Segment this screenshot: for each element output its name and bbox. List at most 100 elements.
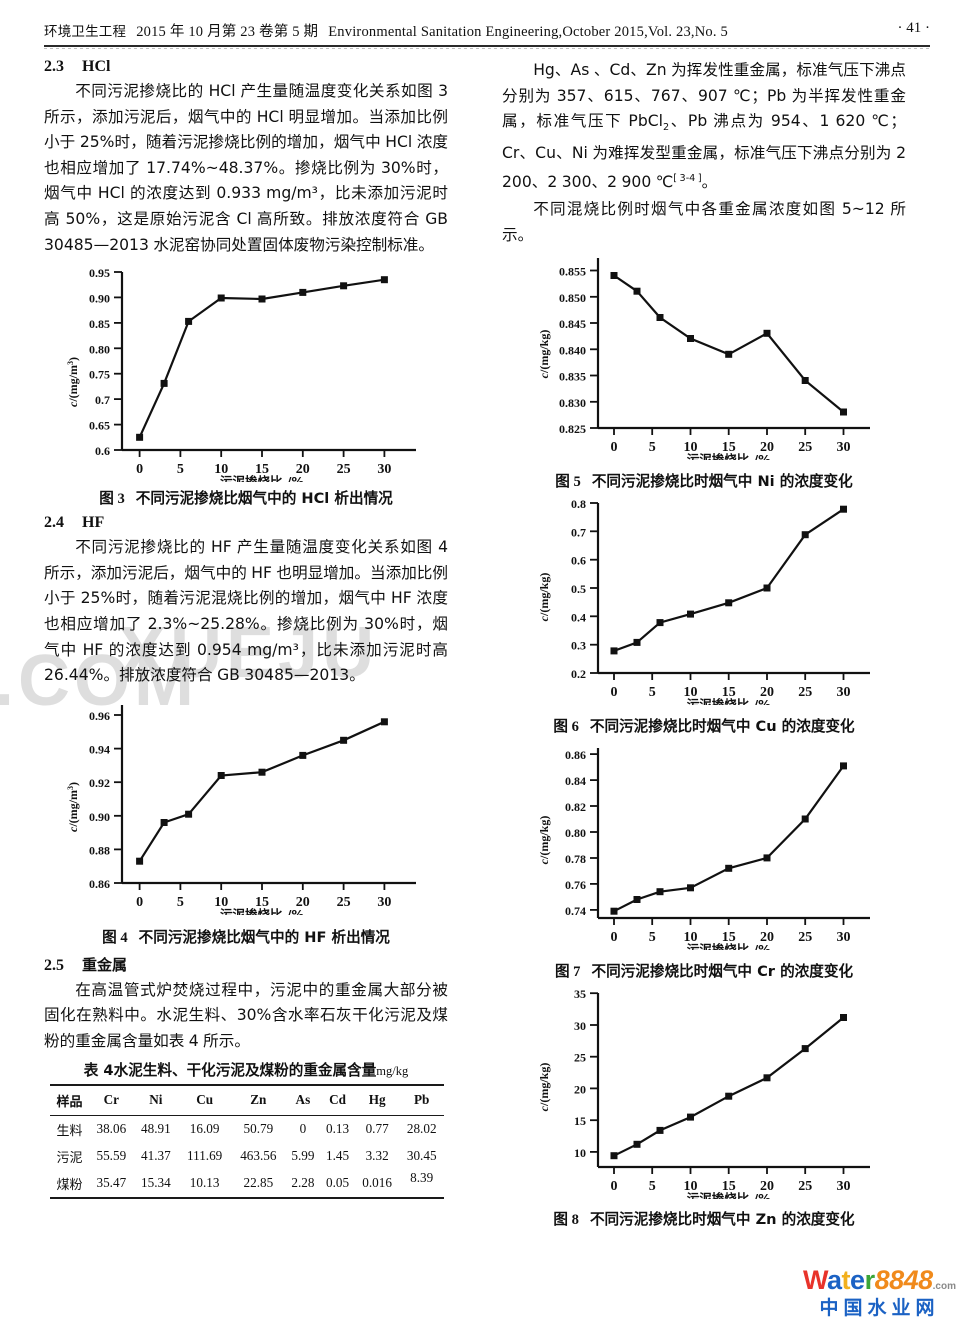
figure-8: 10 15 20 25 30 35 0 5 10 15 20 25 30 c/(mg/kg) (502, 987, 906, 1229)
figure-7-title: 不同污泥掺烧比时烟气中 Cr 的浓度变化 (591, 963, 854, 981)
col-pb: Pb (399, 1083, 444, 1116)
svg-text:0.78: 0.78 (565, 852, 586, 866)
svg-text:5: 5 (649, 440, 656, 455)
cell-ni: 48.91 (141, 1121, 171, 1136)
cell-hg: 0.77 (365, 1121, 389, 1136)
hm-subscript: 2 (662, 122, 670, 134)
svg-text:5: 5 (177, 895, 184, 910)
table-4-label: 表 4 (83, 1061, 114, 1079)
svg-text:0.90: 0.90 (89, 810, 110, 824)
col-cu: Cu (178, 1083, 232, 1116)
svg-text:0.6: 0.6 (95, 444, 110, 458)
svg-text:20: 20 (296, 462, 310, 477)
svg-text:25: 25 (798, 1179, 812, 1194)
col-zn: Zn (231, 1083, 286, 1116)
svg-text:10: 10 (684, 1179, 698, 1194)
cell-cr: 55.59 (96, 1148, 127, 1163)
svg-text:15: 15 (722, 685, 736, 700)
figure-3-caption: 图 3 不同污泥掺烧比烟气中的 HCl 析出情况 (44, 487, 448, 508)
col-sample: 样品 (50, 1083, 90, 1116)
figure-5-caption: 图 5 不同污泥掺烧比时烟气中 Ni 的浓度变化 (502, 470, 906, 491)
svg-text:0.86: 0.86 (565, 749, 586, 763)
table-row: 污泥 55.59 41.37 111.69 463.56 5.99 1.45 3… (50, 1143, 444, 1170)
svg-text:25: 25 (574, 1051, 586, 1065)
figure-4-caption: 图 4 不同污泥掺烧比烟气中的 HF 析出情况 (44, 926, 448, 947)
cell-hg: 0.016 (354, 1169, 400, 1199)
svg-text:0.96: 0.96 (89, 709, 110, 723)
hm-text-b: 、Pb 沸点为 954、1 620 ℃；Cr、Cu、Ni 为难挥发型重金属，标准… (502, 112, 907, 192)
figure-6-label: 图 6 (553, 719, 579, 736)
svg-text:0.85: 0.85 (89, 317, 110, 331)
journal-name-cn: 环境卫生工程 (44, 24, 127, 40)
figure-5-xlabel: 污泥掺烧比 /% (687, 452, 771, 460)
header-rule (44, 45, 930, 49)
figure-5-title: 不同污泥掺烧比时烟气中 Ni 的浓度变化 (591, 473, 853, 491)
running-head-left: 环境卫生工程 2015 年 10 月第 23 卷第 5 期 Environmenta… (44, 20, 728, 41)
brand-letter-w: W (803, 1265, 827, 1295)
cell-cd: 1.45 (325, 1148, 350, 1163)
svg-text:0.75: 0.75 (89, 368, 110, 382)
section-title-2-3: HCl (82, 58, 111, 75)
cell-zn: 463.56 (240, 1148, 277, 1163)
table-4: 样品 Cr Ni Cu Zn As Cd Hg Pb 生料 38.06 48.9… (50, 1083, 444, 1199)
cell-cr: 38.06 (96, 1121, 127, 1136)
svg-text:20: 20 (760, 685, 774, 700)
figure-6: 0.2 0.3 0.4 0.5 0.6 0.7 0.8 0 5 10 15 20 25 30 … (502, 497, 906, 736)
figure-8-xlabel: 污泥掺烧比 /% (687, 1191, 771, 1199)
svg-text:0.82: 0.82 (565, 800, 586, 814)
svg-text:30: 30 (377, 895, 391, 910)
svg-text:c/(mg/kg): c/(mg/kg) (537, 573, 551, 622)
svg-text:30: 30 (377, 462, 391, 477)
svg-text:0.835: 0.835 (559, 370, 586, 384)
svg-text:5: 5 (649, 930, 656, 945)
brand-letter-a: a (827, 1265, 842, 1295)
svg-text:0.80: 0.80 (565, 826, 586, 840)
table-row: 煤粉 35.47 15.34 10.13 22.85 2.28 0.05 0.0… (50, 1169, 444, 1199)
svg-text:35: 35 (574, 988, 586, 1002)
section-title-2-4: HF (82, 514, 105, 532)
page-number: · 41 · (897, 20, 931, 36)
cell-ni: 41.37 (141, 1148, 171, 1163)
svg-text:0.2: 0.2 (571, 667, 586, 681)
figure-7-caption: 图 7 不同污泥掺烧比时烟气中 Cr 的浓度变化 (502, 960, 906, 981)
svg-text:0.3: 0.3 (571, 639, 586, 653)
brand-wordmark: Water8848.com (803, 1267, 956, 1294)
svg-text:0.88: 0.88 (89, 843, 110, 857)
svg-text:25: 25 (798, 685, 812, 700)
figure-4-xlabel: 污泥掺烧比 /% (220, 907, 304, 915)
cell-cu: 16.09 (189, 1121, 220, 1136)
col-as: As (285, 1083, 321, 1116)
paragraph-2-3: 不同污泥掺烧比的 HCl 产生量随温度变化关系如图 3 所示，添加污泥后，烟气中… (44, 82, 448, 254)
svg-text:15: 15 (722, 440, 736, 455)
left-column: 2.3 HCl 不同污泥掺烧比的 HCl 产生量随温度变化关系如图 3 所示，添加… (44, 58, 448, 1199)
right-column: Hg、As 、Cd、Zn 为挥发性重金属，标准气压下沸点分别为 357、615、… (502, 58, 906, 1229)
cell-pb: 8.39 (399, 1169, 444, 1199)
svg-text:0.845: 0.845 (559, 317, 586, 331)
cell-cr: 35.47 (89, 1169, 134, 1199)
section-heading-2-5: 2.5 重金属 (44, 954, 448, 975)
svg-text:15: 15 (574, 1115, 586, 1129)
brand-number: 8848 (874, 1265, 934, 1295)
figure-6-plot: 0.20.3 0.40.5 0.60.7 0.8 0 5 10 15 20 25 30 … (537, 497, 870, 712)
figure-3: 0.6 0.65 0.7 0.75 0.80 0.85 0.90 0.95 0 5 10 1… (44, 264, 448, 508)
table-4-title: 水泥生料、干化污泥及煤粉的重金属含量 (113, 1061, 377, 1079)
svg-text:0.7: 0.7 (95, 393, 110, 407)
svg-text:30: 30 (837, 685, 851, 700)
figure-5-plot: 0.825 0.830 0.835 0.840 0.845 0.850 0.855 0… (537, 258, 870, 467)
paragraph-heavy-metals-boiling: Hg、As 、Cd、Zn 为挥发性重金属，标准气压下沸点分别为 357、615、… (502, 58, 906, 196)
svg-text:30: 30 (837, 1179, 851, 1194)
figure-6-xlabel: 污泥掺烧比 /% (687, 697, 771, 705)
table-4-unit: mg/kg (376, 1063, 409, 1078)
figure-4-label: 图 4 (102, 929, 128, 946)
cell-as: 0 (299, 1121, 307, 1136)
running-head: 环境卫生工程 2015 年 10 月第 23 卷第 5 期 Environmenta… (44, 20, 930, 50)
cell-zn: 50.79 (243, 1121, 274, 1136)
paragraph-2-4: 不同污泥掺烧比的 HF 产生量随温度变化关系如图 4 所示，添加污泥后，烟气中的… (44, 538, 448, 685)
svg-text:20: 20 (760, 1179, 774, 1194)
svg-text:0.855: 0.855 (559, 265, 586, 279)
svg-text:25: 25 (798, 440, 812, 455)
svg-text:0.90: 0.90 (89, 292, 110, 306)
svg-text:0.65: 0.65 (89, 419, 110, 433)
figure-7: 0.74 0.76 0.78 0.80 0.82 0.84 0.86 0 5 10 15 2… (502, 742, 906, 981)
svg-text:15: 15 (722, 930, 736, 945)
